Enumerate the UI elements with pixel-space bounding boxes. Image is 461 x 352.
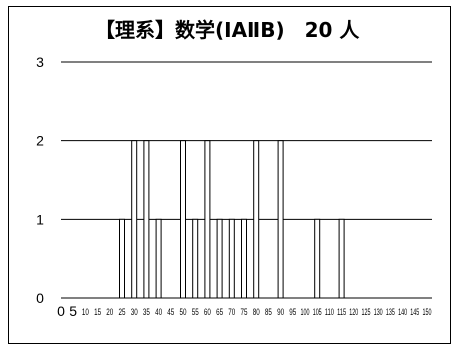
- x-tick-label: 5: [69, 303, 77, 319]
- x-tick-label: 50: [180, 307, 187, 317]
- respondent-count: 20 人: [304, 17, 360, 42]
- bar-75: [241, 218, 247, 299]
- x-tick-label: 40: [155, 307, 162, 317]
- x-tick-label: 90: [277, 307, 284, 317]
- y-tick-label: 1: [36, 211, 44, 227]
- x-tick-label: 25: [119, 307, 126, 317]
- x-tick-label: 150: [423, 307, 432, 317]
- bar-40: [155, 218, 162, 299]
- x-axis-ticks: 0 5 10 15 20 25 30 35 40 45 50 55 60 65 70 75 80 85 90 95 10…: [57, 303, 431, 319]
- bars: [119, 140, 345, 299]
- x-tick-label: 70: [228, 307, 235, 317]
- y-tick-label: 3: [36, 54, 44, 70]
- x-tick-label: 30: [131, 307, 138, 317]
- x-tick-label: 35: [143, 307, 150, 317]
- x-tick-label: 60: [204, 307, 211, 317]
- x-tick-label: 105: [313, 307, 322, 317]
- x-tick-label: 15: [94, 307, 101, 317]
- bar-50: [180, 140, 186, 299]
- x-tick-label: 85: [265, 307, 272, 317]
- bar-25: [119, 218, 125, 299]
- x-tick-label: 95: [289, 307, 296, 317]
- x-tick-label: 135: [386, 307, 395, 317]
- x-tick-label: 140: [398, 307, 407, 317]
- y-tick-label: 0: [36, 290, 44, 306]
- bar-90: [277, 140, 284, 299]
- x-tick-label: 120: [349, 307, 358, 317]
- bar-115: [338, 218, 345, 299]
- x-tick-label: 125: [362, 307, 371, 317]
- bar-60: [204, 140, 211, 299]
- y-tick-label: 2: [36, 133, 44, 149]
- x-tick-label: 10: [82, 307, 89, 317]
- bar-30: [131, 140, 138, 299]
- x-tick-label: 20: [106, 307, 113, 317]
- x-tick-label: 55: [192, 307, 199, 317]
- bar-80: [253, 140, 260, 299]
- bar-35: [143, 140, 150, 299]
- bar-65: [216, 218, 223, 299]
- x-tick-label: 45: [167, 307, 174, 317]
- x-tick-label: 100: [301, 307, 310, 317]
- x-tick-label: 115: [337, 307, 346, 317]
- x-tick-label: 0: [57, 303, 65, 319]
- bar-55: [192, 218, 199, 299]
- x-tick-label: 110: [325, 307, 334, 317]
- bar-70: [228, 218, 235, 299]
- x-tick-label: 65: [216, 307, 223, 317]
- x-tick-label: 145: [410, 307, 419, 317]
- x-tick-label: 75: [241, 307, 248, 317]
- x-tick-label: 80: [253, 307, 260, 317]
- chart-title: 【理系】数学(ⅠAⅡB): [95, 17, 285, 42]
- y-axis-ticks: 0 1 2 3: [36, 54, 44, 306]
- bar-105: [314, 218, 321, 299]
- chart-title-area: 【理系】数学(ⅠAⅡB) 20 人: [95, 12, 435, 44]
- x-tick-label: 130: [374, 307, 383, 317]
